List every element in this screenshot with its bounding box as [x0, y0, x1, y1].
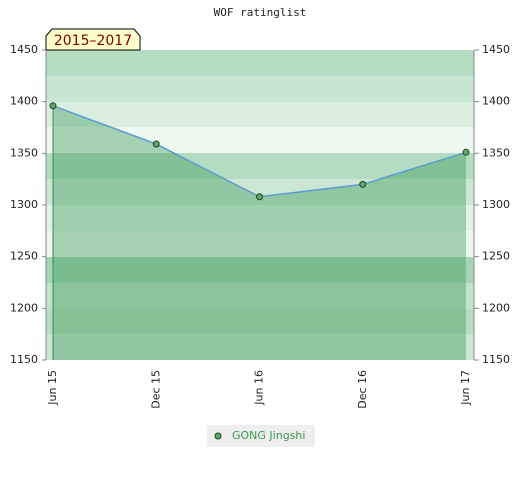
y2-tick-label: 1450	[482, 43, 510, 56]
x-tick-label: Jun 15	[46, 370, 59, 406]
y2-tick-label: 1250	[482, 250, 510, 263]
y-tick-label: 1450	[10, 43, 38, 56]
x-tick-label: Dec 16	[356, 370, 369, 409]
marker	[359, 180, 367, 188]
legend: GONG Jingshi	[207, 425, 315, 447]
y2-tick-label: 1400	[482, 95, 510, 108]
y2-tick-label: 1150	[482, 353, 510, 366]
y-tick-label: 1150	[10, 353, 38, 366]
y2-tick-label: 1350	[482, 146, 510, 159]
y-tick-label: 1400	[10, 95, 38, 108]
marker	[49, 102, 57, 110]
y2-tick-label: 1300	[482, 198, 510, 211]
chart-title: WOF ratinglist	[214, 6, 307, 19]
y-tick-label: 1200	[10, 301, 38, 314]
marker	[152, 140, 160, 148]
x-tick-label: Jun 17	[459, 370, 472, 406]
area	[53, 105, 466, 360]
annotation-box: 2015–2017	[45, 28, 141, 51]
y-tick-label: 1350	[10, 146, 38, 159]
legend-label: GONG Jingshi	[232, 429, 305, 442]
plot-background	[46, 50, 474, 360]
x-tick-label: Jun 16	[253, 370, 266, 406]
legend-box	[207, 425, 315, 447]
y-tick-label: 1300	[10, 198, 38, 211]
y-tick-label: 1250	[10, 250, 38, 263]
legend-marker	[214, 432, 222, 440]
marker	[256, 193, 263, 201]
annotation: 2015–2017	[54, 33, 132, 49]
x-tick-label: Dec 15	[149, 370, 162, 409]
y2-tick-label: 1200	[482, 301, 510, 314]
marker	[462, 148, 470, 156]
